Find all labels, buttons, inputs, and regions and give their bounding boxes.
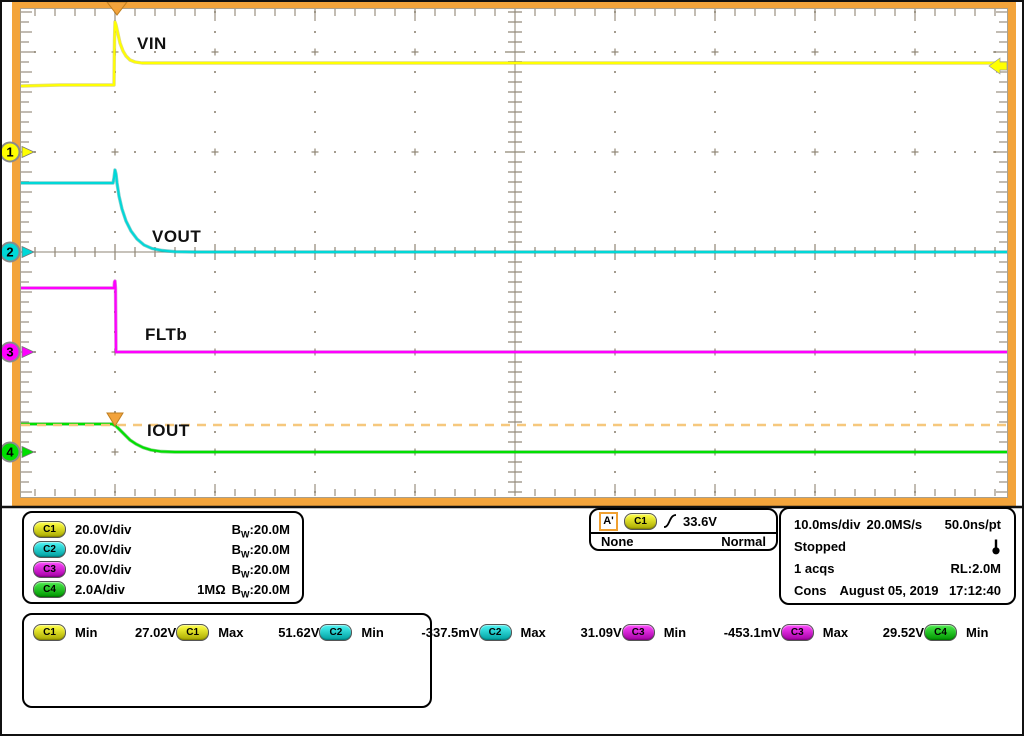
trigger-level-marker[interactable] bbox=[106, 412, 124, 427]
graticule-inner-edge bbox=[20, 8, 1008, 498]
measurement-label: Max bbox=[822, 624, 849, 640]
trace-iout[interactable] bbox=[21, 423, 1007, 453]
channel-badge-c2[interactable]: C2 bbox=[478, 623, 512, 641]
measurement-label: Min bbox=[361, 624, 384, 640]
measurement-row: C4 Min -81.56mA bbox=[924, 623, 1022, 641]
acquisition-count-row: 1 acqs RL:2.0M bbox=[781, 557, 1014, 579]
trace-vout[interactable] bbox=[21, 169, 1007, 253]
channel-badge-c2[interactable]: C2 bbox=[33, 540, 66, 558]
channel-impedance: 1MΩ bbox=[197, 581, 226, 597]
channel-bandwidth: BW:20.0M bbox=[231, 521, 290, 540]
channel-badge-c3[interactable]: C3 bbox=[780, 623, 814, 641]
measurement-value: -453.1mV bbox=[723, 624, 781, 640]
timebase-row: 10.0ms/div 20.0MS/s 50.0ns/pt bbox=[781, 513, 1014, 535]
channel-row-c1[interactable]: C1 20.0V/div BW:20.0M bbox=[33, 519, 290, 539]
channel-1-marker-number: 1 bbox=[6, 145, 13, 160]
waveform-overlays: 1 VIN 2 VOUT 3 FLTb 4 IOUT bbox=[2, 2, 1008, 463]
measurement-value: 29.52V bbox=[882, 624, 924, 640]
rising-edge-icon bbox=[663, 514, 677, 528]
channel-badge-c1[interactable]: C1 bbox=[176, 623, 210, 641]
channel-badge-c2[interactable]: C2 bbox=[319, 623, 353, 641]
trigger-slot-badge[interactable]: A' bbox=[599, 511, 618, 531]
channel-3-marker-number: 3 bbox=[6, 345, 13, 360]
measurement-value: -337.5mV bbox=[421, 624, 479, 640]
channel-4-marker[interactable] bbox=[2, 441, 21, 463]
channel-1-marker[interactable] bbox=[2, 141, 21, 163]
channel-1-reference-arrow[interactable] bbox=[21, 145, 35, 159]
thermometer-icon bbox=[992, 539, 1000, 554]
trigger-mode-row[interactable]: None Normal bbox=[591, 534, 776, 549]
channel-settings-panel[interactable]: C1 20.0V/div BW:20.0M C2 20.0V/div BW:20… bbox=[22, 511, 304, 604]
trigger-mode: Normal bbox=[721, 534, 766, 549]
wave-label-vin: VIN bbox=[137, 34, 167, 53]
measurement-label: Max bbox=[218, 624, 244, 640]
channel-row-c4[interactable]: C4 2.0A/div 1MΩ BW:20.0M bbox=[33, 579, 290, 599]
channel-scale: 2.0A/div bbox=[75, 581, 125, 597]
channel-2-marker[interactable] bbox=[2, 241, 21, 263]
horizontal-panel[interactable]: 10.0ms/div 20.0MS/s 50.0ns/pt Stopped 1 a… bbox=[779, 507, 1016, 605]
time-stamp: 17:12:40 bbox=[948, 582, 1001, 598]
trigger-level: 33.6V bbox=[683, 513, 717, 529]
channel-3-marker[interactable] bbox=[2, 341, 21, 363]
measurement-value: 27.02V bbox=[135, 624, 177, 640]
record-length: RL:2.0M bbox=[950, 560, 1001, 576]
channel-badge-c3[interactable]: C3 bbox=[33, 560, 66, 578]
trigger-holdoff: None bbox=[601, 534, 634, 549]
channel-scale: 20.0V/div bbox=[75, 521, 132, 537]
trace-right-edge-arrow[interactable] bbox=[988, 57, 1008, 75]
measurement-row: C3 Min -453.1mV bbox=[621, 623, 781, 641]
wave-label-vout: VOUT bbox=[152, 227, 201, 246]
trace-fltb[interactable] bbox=[21, 280, 1007, 353]
channel-4-marker-number: 4 bbox=[6, 445, 14, 460]
channel-badge-c3[interactable]: C3 bbox=[621, 623, 655, 641]
measurement-row: C3 Max 29.52V bbox=[780, 623, 924, 641]
trigger-panel[interactable]: A' C1 33.6V None Normal bbox=[589, 508, 778, 551]
measurement-row: C2 Min -337.5mV bbox=[319, 623, 479, 641]
trigger-source-badge[interactable]: C1 bbox=[624, 512, 657, 530]
measurement-label: Min bbox=[966, 624, 989, 640]
measurement-value: 51.62V bbox=[278, 624, 320, 640]
sample-resolution: 50.0ns/pt bbox=[944, 516, 1001, 532]
date-time-row: Cons August 05, 2019 17:12:40 bbox=[781, 579, 1014, 601]
channel-scale: 20.0V/div bbox=[75, 541, 132, 557]
acquisition-count: 1 acqs bbox=[794, 560, 835, 576]
channel-bandwidth: BW:20.0M bbox=[231, 561, 290, 580]
channel-scale: 20.0V/div bbox=[75, 561, 132, 577]
measurement-row: C1 Min 27.02V bbox=[33, 623, 177, 641]
measurement-row: C2 Max 31.09V bbox=[478, 623, 622, 641]
channel-2-marker-number: 2 bbox=[6, 245, 13, 260]
channel-bandwidth: BW:20.0M bbox=[231, 581, 290, 600]
sample-rate: 20.0MS/s bbox=[866, 516, 923, 532]
channel-badge-c1[interactable]: C1 bbox=[33, 520, 66, 538]
wave-label-iout: IOUT bbox=[147, 421, 190, 440]
channel-3-reference-arrow[interactable] bbox=[21, 345, 35, 359]
date-stamp: August 05, 2019 bbox=[839, 582, 939, 598]
channel-row-c2[interactable]: C2 20.0V/div BW:20.0M bbox=[33, 539, 290, 559]
measurement-label: Min bbox=[663, 624, 687, 640]
measurement-row: C1 Max 51.62V bbox=[176, 623, 320, 641]
waveform-display[interactable]: 1 VIN 2 VOUT 3 FLTb 4 IOUT bbox=[2, 2, 1022, 509]
channel-row-c3[interactable]: C3 20.0V/div BW:20.0M bbox=[33, 559, 290, 579]
channel-bandwidth: BW:20.0M bbox=[231, 541, 290, 560]
measurement-label: Max bbox=[520, 624, 546, 640]
channel-2-reference-arrow[interactable] bbox=[21, 245, 35, 259]
trigger-source-row[interactable]: A' C1 33.6V bbox=[591, 510, 776, 534]
waveform-traces bbox=[21, 20, 1007, 454]
measurement-label: Min bbox=[75, 624, 98, 640]
channel-badge-c1[interactable]: C1 bbox=[33, 623, 66, 641]
measurement-value: 31.09V bbox=[580, 624, 622, 640]
console-label: Cons bbox=[794, 582, 827, 598]
trigger-position-marker[interactable] bbox=[106, 2, 128, 16]
trace-vin[interactable] bbox=[21, 21, 1007, 87]
acquisition-state-row: Stopped bbox=[781, 535, 1014, 557]
timebase-scale: 10.0ms/div bbox=[794, 516, 861, 532]
measurements-panel[interactable]: C1 Min 27.02V C1 Max 51.62V C2 Min -337.… bbox=[22, 613, 988, 708]
wave-label-fltb: FLTb bbox=[145, 325, 187, 344]
channel-badge-c4[interactable]: C4 bbox=[33, 580, 66, 598]
acquisition-state: Stopped bbox=[794, 538, 846, 554]
channel-4-reference-arrow[interactable] bbox=[21, 445, 35, 459]
channel-badge-c4[interactable]: C4 bbox=[924, 623, 957, 641]
